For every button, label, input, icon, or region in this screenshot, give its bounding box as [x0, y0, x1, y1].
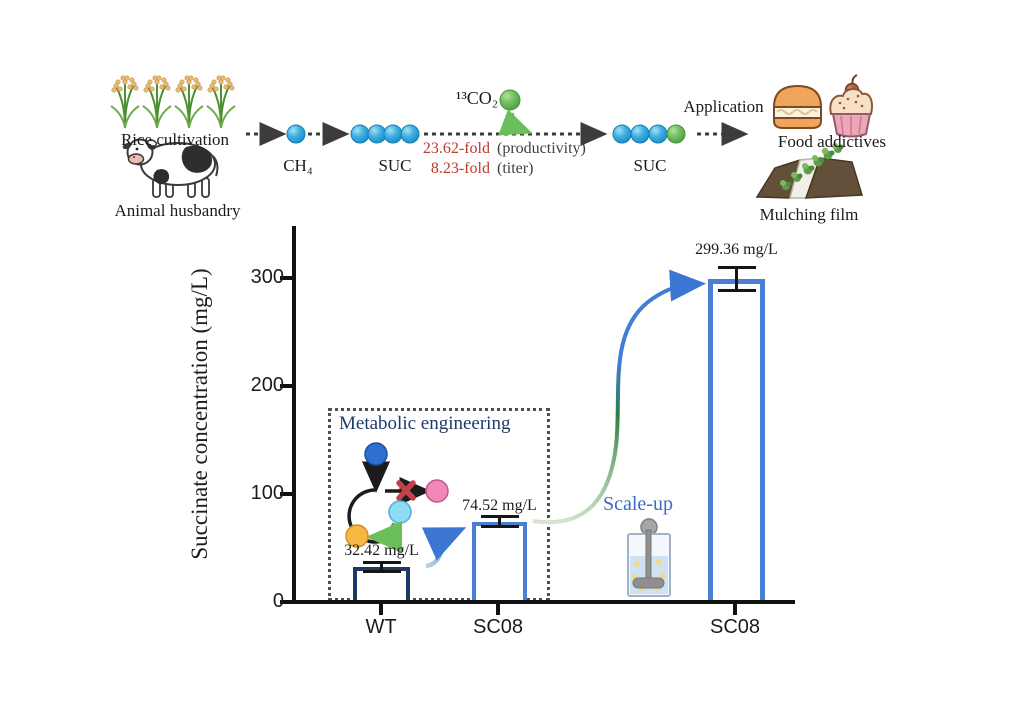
titer-fold-note: (titer) — [497, 160, 534, 177]
value-label-wt: 32.42 mg/L — [344, 542, 419, 559]
rice-cultivation-label: Rice cultivation — [120, 130, 230, 149]
food-additives-label: Food addictives — [777, 132, 887, 151]
y-axis-line — [292, 226, 296, 604]
y-tick-0 — [280, 600, 292, 604]
rice-plants-icon — [110, 74, 236, 129]
x-label-wt: WT — [365, 616, 397, 638]
x-axis-line — [293, 600, 795, 604]
x-tick-sc08 — [496, 604, 500, 615]
x-tick-sc08-scaleup — [733, 604, 737, 615]
co2-sphere-icon — [499, 89, 521, 111]
co2-label: ¹³CO₂ — [455, 88, 498, 108]
scale-up-label: Scale-up — [603, 493, 673, 515]
x-label-sc08-scaleup: SC08 — [709, 616, 761, 638]
application-label: Application — [683, 97, 764, 116]
bar-sc08 — [472, 522, 527, 602]
y-axis-title: Succinate concentration (mg/L) — [187, 268, 212, 560]
titer-fold-value: 8.23-fold — [430, 160, 490, 177]
titer-fold-row: 8.23-fold (titer) — [413, 159, 586, 179]
suc-spheres-labeled-icon — [612, 124, 686, 144]
value-label-sc08: 74.52 mg/L — [462, 497, 537, 514]
x-label-sc08: SC08 — [472, 616, 524, 638]
mulching-film-label: Mulching film — [759, 205, 859, 224]
productivity-fold-value: 23.62-fold — [422, 140, 490, 157]
y-tick-300 — [280, 276, 292, 280]
errorbar-sc08 — [480, 515, 519, 528]
y-tick-label-0: 0 — [272, 590, 284, 612]
suc-label-2: SUC — [633, 156, 667, 175]
errorbar-wt — [362, 560, 401, 574]
metabolic-engineering-label: Metabolic engineering — [339, 413, 511, 434]
y-tick-label-200: 200 — [250, 374, 284, 396]
errorbar-sc08-scaleup — [717, 265, 756, 292]
value-label-sc08-scaleup: 299.36 mg/L — [695, 241, 778, 258]
bar-sc08-scaleup — [708, 279, 765, 602]
co2-entry-arrow — [498, 109, 533, 136]
animal-husbandry-label: Animal husbandry — [114, 201, 241, 220]
suc-spheres-icon — [350, 124, 420, 144]
x-tick-wt — [379, 604, 383, 615]
y-tick-label-300: 300 — [250, 266, 284, 288]
suc-label-1: SUC — [378, 156, 412, 175]
y-tick-200 — [280, 384, 292, 388]
methane-sphere-icon — [286, 124, 306, 144]
y-tick-label-100: 100 — [250, 482, 284, 504]
cupcake-icon — [829, 74, 873, 138]
bioreactor-icon — [627, 518, 671, 597]
methane-label: CH₄ — [283, 156, 313, 175]
y-tick-100 — [280, 492, 292, 496]
productivity-fold-row: 23.62-fold (productivity) — [413, 139, 586, 159]
fold-annotations: 23.62-fold (productivity) 8.23-fold (tit… — [413, 139, 586, 179]
productivity-fold-note: (productivity) — [497, 140, 586, 157]
burger-icon — [773, 85, 822, 129]
